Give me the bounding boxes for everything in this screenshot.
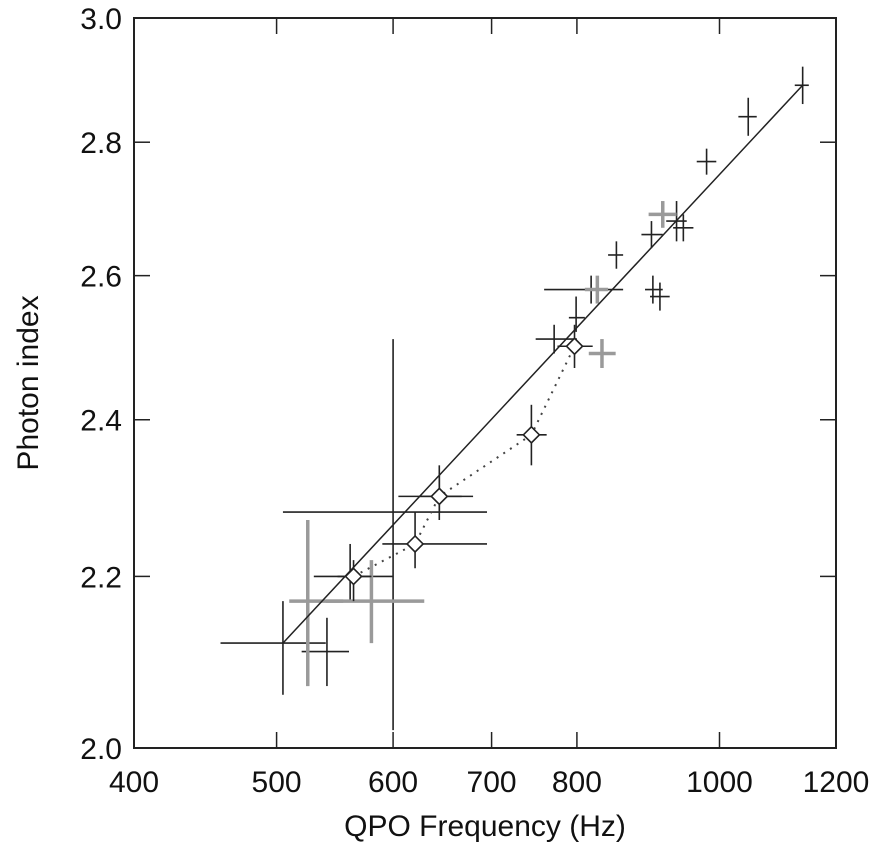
diamond-marker (565, 337, 584, 356)
y-tick-label: 2.8 (80, 127, 122, 160)
diamond-marker (405, 534, 425, 554)
y-tick-label: 2.4 (80, 405, 122, 438)
x-tick-label: 800 (552, 766, 602, 799)
x-tick-label: 500 (252, 766, 302, 799)
x-tick-labels: 400 500 600 700 800 1000 1200 (109, 766, 869, 799)
error-bars (220, 66, 809, 731)
y-tick-label: 2.0 (80, 733, 122, 766)
axis-ticks (133, 17, 837, 749)
y-tick-label: 3.0 (80, 3, 122, 36)
fit-line (282, 84, 804, 644)
data-markers (344, 337, 584, 586)
trend-lines (282, 84, 804, 644)
y-axis-label: Photon index (12, 295, 45, 470)
diamond-marker (522, 425, 541, 444)
diamond-marker (344, 567, 363, 586)
plot-frame (133, 17, 837, 749)
y-tick-label: 2.2 (80, 561, 122, 594)
x-tick-label: 1000 (686, 766, 753, 799)
diamond-marker (430, 487, 449, 506)
x-tick-label: 600 (368, 766, 418, 799)
x-tick-label: 700 (467, 766, 517, 799)
x-axis-label: QPO Frequency (Hz) (344, 810, 626, 843)
y-tick-labels: 2.0 2.2 2.4 2.6 2.8 3.0 (80, 3, 122, 766)
dotted-line (353, 345, 576, 578)
x-tick-label: 1200 (803, 766, 870, 799)
y-tick-label: 2.6 (80, 261, 122, 294)
x-tick-label: 400 (109, 766, 159, 799)
